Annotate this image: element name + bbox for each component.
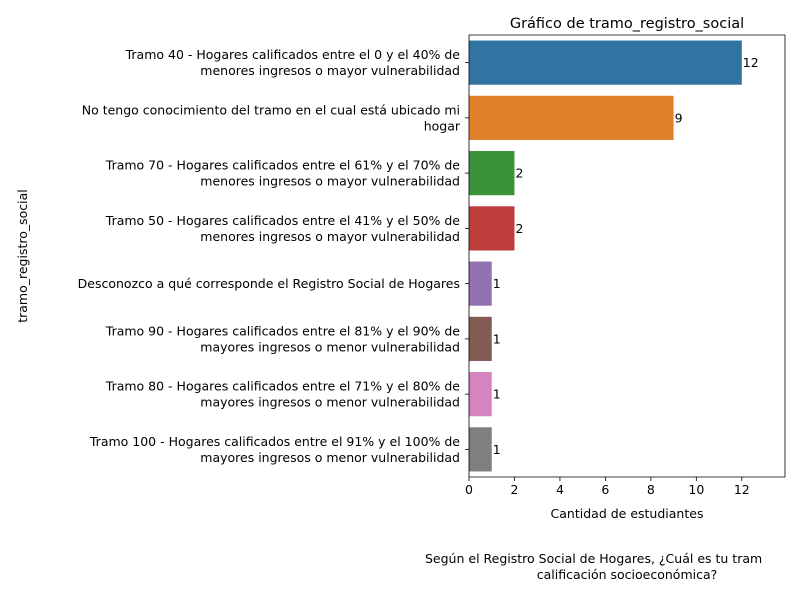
y-tick-label: mayores ingresos o menor vulnerabilidad <box>200 395 460 410</box>
x-tick-label: 8 <box>647 482 655 497</box>
data-label: 1 <box>493 331 501 346</box>
data-label: 1 <box>493 276 501 291</box>
y-axis-label: tramo_registro_social <box>15 189 30 323</box>
bar <box>469 40 742 85</box>
y-tick-label: Tramo 80 - Hogares calificados entre el … <box>105 379 461 394</box>
y-tick-label: mayores ingresos o menor vulnerabilidad <box>200 450 460 465</box>
x-tick-label: 10 <box>688 482 704 497</box>
y-tick-label: Tramo 70 - Hogares calificados entre el … <box>105 158 461 173</box>
data-label: 2 <box>515 166 523 181</box>
bar <box>469 206 515 251</box>
y-tick-label: No tengo conocimiento del tramo en el cu… <box>82 102 460 117</box>
x-tick-label: 12 <box>734 482 750 497</box>
x-tick-label: 6 <box>601 482 609 497</box>
bar <box>469 261 492 306</box>
x-axis-label: Cantidad de estudiantes <box>551 506 704 521</box>
data-label: 9 <box>675 110 683 125</box>
bar <box>469 427 492 472</box>
y-tick-label: mayores ingresos o menor vulnerabilidad <box>200 339 460 354</box>
x-tick-label: 2 <box>510 482 518 497</box>
y-tick-label: Desconozco a qué corresponde el Registro… <box>78 276 460 291</box>
footnote-line: Según el Registro Social de Hogares, ¿Cu… <box>425 551 762 566</box>
y-tick-label: Tramo 90 - Hogares calificados entre el … <box>105 323 461 338</box>
y-tick-label: menores ingresos o mayor vulnerabilidad <box>200 229 460 244</box>
y-tick-label: Tramo 40 - Hogares calificados entre el … <box>125 47 461 62</box>
bar <box>469 316 492 361</box>
x-tick-label: 0 <box>465 482 473 497</box>
data-label: 12 <box>743 55 759 70</box>
bar <box>469 151 515 196</box>
footnote-line: calificación socioeconómica? <box>537 567 718 582</box>
x-tick-label: 4 <box>556 482 564 497</box>
y-tick-label: Tramo 50 - Hogares calificados entre el … <box>105 213 461 228</box>
data-label: 2 <box>515 221 523 236</box>
y-tick-label: menores ingresos o mayor vulnerabilidad <box>200 63 460 78</box>
bar <box>469 95 674 140</box>
y-tick-label: hogar <box>424 118 461 133</box>
bar <box>469 372 492 417</box>
data-label: 1 <box>493 442 501 457</box>
chart-title: Gráfico de tramo_registro_social <box>510 16 744 32</box>
y-tick-label: Tramo 100 - Hogares calificados entre el… <box>89 434 460 449</box>
data-label: 1 <box>493 387 501 402</box>
y-tick-label: menores ingresos o mayor vulnerabilidad <box>200 174 460 189</box>
